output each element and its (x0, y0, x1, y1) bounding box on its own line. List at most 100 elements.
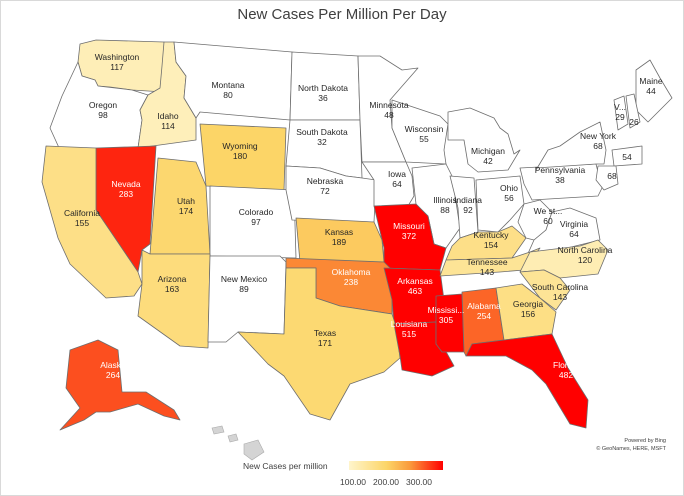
state-colorado[interactable] (209, 185, 297, 259)
state-name-label: North Carolina (558, 245, 613, 255)
state-value-label: 72 (320, 186, 330, 196)
state-value-label: 174 (179, 206, 193, 216)
state-name-label: Virginia (560, 219, 588, 229)
state-value-label: 189 (332, 237, 346, 247)
state-name-label: North Dakota (298, 83, 348, 93)
state-name-label: Georgia (513, 299, 544, 309)
state-value-label: 238 (344, 277, 358, 287)
state-value-label: 26 (629, 117, 639, 127)
state-wisconsin[interactable] (391, 99, 449, 165)
state-value-label: 89 (239, 284, 249, 294)
state-kansas[interactable] (295, 217, 385, 263)
hawaii-islands (211, 425, 265, 461)
attribution: Powered by Bing © GeoNames, HERE, MSFT (596, 437, 666, 453)
state-region-24[interactable] (611, 145, 643, 167)
state-ohio[interactable] (475, 175, 525, 233)
state-value-label: 372 (402, 231, 416, 241)
state-value-label: 120 (578, 255, 592, 265)
state-name-label: Colorado (239, 207, 274, 217)
state-value-label: 60 (543, 216, 553, 226)
state-value-label: 68 (593, 141, 603, 151)
state-value-label: 264 (106, 370, 120, 380)
state-name-label: Indiana (454, 195, 482, 205)
state-value-label: 283 (119, 189, 133, 199)
state-value-label: 92 (463, 205, 473, 215)
state-value-label: 42 (483, 156, 493, 166)
state-name-label: Kansas (325, 227, 353, 237)
state-name-label: Iowa (388, 169, 406, 179)
state-value-label: 117 (110, 62, 124, 72)
state-new-mexico[interactable] (207, 255, 287, 343)
state-value-label: 88 (440, 205, 450, 215)
state-value-label: 48 (384, 110, 394, 120)
state-name-label: Idaho (157, 111, 179, 121)
state-value-label: 254 (477, 311, 491, 321)
state-michigan[interactable] (447, 107, 521, 173)
state-value-label: 114 (161, 121, 175, 131)
state-region-23[interactable] (625, 93, 641, 129)
state-name-label: Oklahoma (332, 267, 371, 277)
state-florida[interactable] (465, 333, 589, 429)
state-value-label: 44 (646, 86, 656, 96)
state-name-label: V... (614, 102, 626, 112)
state-name-label: Mississi... (428, 305, 465, 315)
state-v[interactable] (613, 95, 629, 131)
state-name-label: New Mexico (221, 274, 268, 284)
state-value-label: 68 (607, 171, 617, 181)
state-alaska[interactable] (59, 339, 181, 431)
state-name-label: Michigan (471, 146, 505, 156)
state-name-label: Utah (177, 196, 195, 206)
state-name-label: Tennessee (466, 257, 507, 267)
state-value-label: 463 (408, 286, 422, 296)
state-name-label: Arkansas (397, 276, 432, 286)
state-california[interactable] (41, 145, 143, 299)
legend-tick: 100.00 (340, 477, 366, 487)
state-name-label: Nevada (111, 179, 141, 189)
state-name-label: Minnesota (369, 100, 408, 110)
state-name-label: Alaska (100, 360, 126, 370)
state-value-label: 154 (484, 240, 498, 250)
state-iowa[interactable] (361, 161, 415, 207)
state-value-label: 163 (165, 284, 179, 294)
state-value-label: 155 (75, 218, 89, 228)
state-name-label: Illinois (433, 195, 457, 205)
legend-color-bar (349, 461, 443, 470)
legend-tick: 200.00 (373, 477, 399, 487)
attribution-line: © GeoNames, HERE, MSFT (596, 446, 666, 452)
state-new-york[interactable] (535, 121, 607, 171)
state-missouri[interactable] (373, 203, 447, 271)
state-value-label: 515 (402, 329, 416, 339)
state-value-label: 171 (318, 338, 332, 348)
state-region-25[interactable] (595, 165, 619, 191)
state-name-label: South Carolina (532, 282, 589, 292)
state-value-label: 55 (419, 134, 429, 144)
state-value-label: 97 (251, 217, 261, 227)
state-mississi[interactable] (435, 293, 465, 353)
state-name-label: Pennsylvania (535, 165, 586, 175)
state-value-label: 98 (98, 110, 108, 120)
legend-title: New Cases per million (243, 461, 328, 471)
state-value-label: 54 (622, 152, 632, 162)
state-name-label: Montana (211, 80, 244, 90)
state-name-label: Arizona (158, 274, 187, 284)
state-name-label: South Dakota (296, 127, 348, 137)
state-nebraska[interactable] (285, 165, 377, 223)
state-minnesota[interactable] (357, 55, 419, 163)
state-name-label: Alabama (467, 301, 501, 311)
state-name-label: We st... (534, 206, 563, 216)
state-name-label: Washington (95, 52, 140, 62)
state-name-label: Texas (314, 328, 336, 338)
state-texas[interactable] (237, 267, 401, 421)
state-name-label: Wyoming (222, 141, 258, 151)
state-name-label: Louisiana (391, 319, 428, 329)
state-value-label: 32 (317, 137, 327, 147)
chart-title: New Cases Per Million Per Day (237, 6, 447, 23)
state-name-label: Florida (553, 360, 579, 370)
state-utah[interactable] (149, 157, 211, 255)
state-arizona[interactable] (137, 249, 211, 349)
state-value-label: 38 (555, 175, 565, 185)
state-name-label: California (64, 208, 100, 218)
state-value-label: 80 (223, 90, 233, 100)
state-name-label: Oregon (89, 100, 118, 110)
